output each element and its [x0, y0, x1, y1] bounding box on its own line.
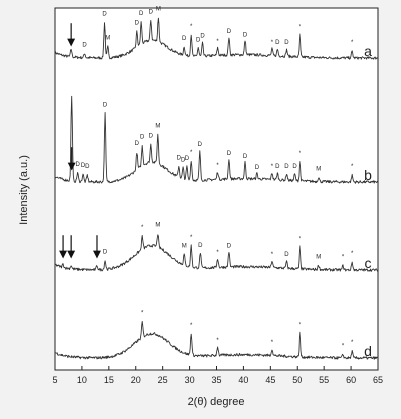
peak-label: * [351, 340, 354, 346]
series-letter-d: d [364, 343, 372, 359]
peak-label: * [271, 164, 274, 170]
peak-label: D [182, 36, 187, 42]
peak-label: * [190, 323, 193, 329]
x-tick-label: 60 [346, 375, 356, 385]
peak-label: D [103, 249, 108, 255]
x-tick-label: 30 [185, 375, 195, 385]
series-trace-c [54, 234, 379, 272]
peak-label: * [342, 254, 345, 260]
arrow-head [67, 250, 76, 259]
arrow-head [67, 162, 76, 171]
peak-label: * [351, 251, 354, 257]
arrow-head [67, 38, 76, 47]
peak-label: D [227, 243, 232, 249]
peak-label: * [299, 323, 302, 329]
arrow-head [59, 250, 68, 259]
peak-label: D [275, 164, 280, 170]
peak-label: D [200, 33, 205, 39]
peak-label: D [177, 156, 182, 162]
x-tick-label: 15 [104, 375, 114, 385]
y-axis-title: Intensity (a.u.) [18, 155, 30, 225]
peak-label: D [135, 21, 140, 27]
peak-label: D [227, 151, 232, 157]
plot-frame [54, 7, 379, 371]
peak-label: D [284, 252, 289, 258]
peak-label: * [271, 40, 274, 46]
peak-label: M [105, 35, 110, 41]
peak-label: D [198, 243, 203, 249]
peak-label: M [156, 6, 161, 12]
peak-label: D [135, 141, 140, 147]
x-tick-label: 5 [52, 375, 57, 385]
peak-label: M [155, 124, 160, 130]
peak-label: D [103, 102, 108, 108]
peak-label: * [216, 250, 219, 256]
peak-label: D [82, 42, 87, 48]
peak-label: * [342, 343, 345, 349]
peak-label: D [81, 163, 86, 169]
x-tick-label: 10 [77, 375, 87, 385]
arrow-head [93, 250, 101, 259]
x-tick-label: 20 [131, 375, 141, 385]
peak-label: D [139, 11, 144, 17]
peak-label: D [243, 154, 248, 160]
peak-label: * [216, 338, 219, 344]
peak-label: M [316, 254, 321, 260]
x-tick-label: 45 [265, 375, 275, 385]
series-letter-b: b [364, 167, 372, 183]
peak-label: * [141, 311, 144, 317]
x-tick-label: 40 [238, 375, 248, 385]
peak-label: M [316, 166, 321, 172]
series-letter-a: a [364, 43, 372, 59]
peak-label: * [141, 225, 144, 231]
peak-label: M [155, 223, 160, 229]
peak-label: D [102, 11, 107, 17]
peak-label: D [284, 40, 289, 46]
peak-label: * [190, 235, 193, 241]
peak-label: * [216, 163, 219, 169]
peak-label: D [85, 164, 90, 170]
x-axis: 5 10 15 20 25 30 35 40 45 50 55 60 65 [52, 366, 383, 385]
peak-label: D [227, 29, 232, 35]
x-tick-label: 50 [292, 375, 302, 385]
traces-group [54, 17, 379, 360]
peak-label: * [351, 40, 354, 46]
peak-label: D [198, 142, 203, 148]
series-trace-d [54, 320, 379, 360]
peak-label: D [275, 40, 280, 46]
series-letter-c: c [365, 255, 372, 271]
peak-label: D [149, 133, 154, 139]
peak-label: * [351, 164, 354, 170]
peak-label: * [299, 25, 302, 31]
x-axis-title: 2(θ) degree [188, 396, 245, 408]
peak-label: M [182, 244, 187, 250]
peak-label: D [140, 135, 145, 141]
peak-label: * [190, 24, 193, 30]
peak-label: D [149, 9, 154, 15]
peak-label: D [243, 32, 248, 38]
series-trace-a [54, 17, 379, 60]
peak-label: D [292, 164, 297, 170]
peak-label: * [271, 340, 274, 346]
peak-label: * [299, 151, 302, 157]
x-tick-label: 35 [211, 375, 221, 385]
peak-label: * [299, 237, 302, 243]
x-tick-label: 65 [373, 375, 383, 385]
x-tick-label: 55 [319, 375, 329, 385]
peak-label: D [181, 157, 186, 163]
peak-label: * [190, 150, 193, 156]
series-trace-b [54, 95, 379, 184]
peak-label: D [75, 162, 80, 168]
x-tick-label: 25 [158, 375, 168, 385]
peak-label: D [196, 38, 201, 44]
peak-label: D [255, 165, 260, 171]
peak-label: * [216, 39, 219, 45]
peak-label: * [271, 252, 274, 258]
peak-label: D [284, 164, 289, 170]
peak-label: D [185, 156, 190, 162]
